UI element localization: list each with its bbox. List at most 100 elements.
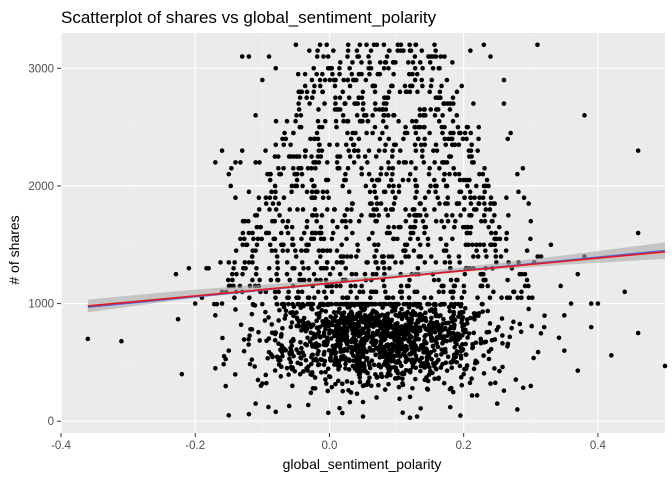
data-point bbox=[422, 207, 427, 212]
data-point bbox=[384, 374, 390, 379]
data-point bbox=[385, 311, 391, 317]
data-point bbox=[221, 361, 226, 367]
data-point bbox=[266, 315, 271, 320]
data-point bbox=[326, 195, 331, 201]
data-point bbox=[314, 260, 320, 265]
data-point bbox=[359, 165, 364, 171]
data-point bbox=[426, 354, 432, 360]
data-point bbox=[447, 308, 453, 314]
data-point bbox=[357, 118, 363, 124]
data-point bbox=[275, 260, 280, 265]
data-point bbox=[486, 356, 492, 362]
data-point bbox=[373, 309, 379, 315]
data-point bbox=[377, 320, 382, 326]
data-point bbox=[372, 189, 378, 195]
data-point bbox=[437, 165, 442, 171]
data-point bbox=[418, 368, 423, 374]
data-point bbox=[391, 353, 397, 359]
data-point bbox=[348, 283, 354, 289]
data-point bbox=[476, 201, 482, 206]
data-point bbox=[389, 254, 395, 259]
data-point bbox=[437, 89, 443, 95]
data-point bbox=[367, 375, 372, 380]
data-point bbox=[483, 248, 488, 253]
data-point bbox=[309, 213, 315, 218]
data-point bbox=[272, 183, 278, 189]
data-point bbox=[425, 327, 431, 333]
data-point bbox=[458, 213, 463, 218]
data-point bbox=[305, 364, 311, 369]
data-point bbox=[299, 260, 305, 265]
data-point bbox=[226, 413, 232, 418]
data-point bbox=[376, 363, 381, 369]
data-point bbox=[340, 183, 345, 189]
data-point bbox=[398, 148, 403, 153]
data-point bbox=[465, 183, 470, 189]
data-point bbox=[520, 385, 526, 391]
data-point bbox=[492, 366, 497, 371]
data-point bbox=[329, 384, 335, 390]
data-point bbox=[360, 89, 366, 95]
data-point bbox=[499, 295, 504, 301]
data-point bbox=[333, 323, 339, 329]
data-point bbox=[267, 207, 272, 212]
data-point bbox=[309, 189, 315, 195]
data-point bbox=[364, 382, 370, 388]
data-point bbox=[336, 339, 342, 344]
data-point bbox=[418, 305, 424, 311]
data-point bbox=[333, 381, 338, 387]
data-point bbox=[270, 201, 276, 206]
data-point bbox=[263, 195, 269, 201]
data-point bbox=[397, 360, 403, 366]
data-point bbox=[505, 277, 510, 283]
data-point bbox=[321, 54, 326, 59]
data-point bbox=[305, 320, 311, 325]
data-point bbox=[463, 352, 469, 357]
data-point bbox=[363, 77, 369, 83]
data-point bbox=[302, 71, 308, 77]
data-point bbox=[332, 83, 338, 89]
data-point bbox=[353, 271, 359, 277]
data-point bbox=[356, 355, 362, 361]
data-point bbox=[376, 382, 381, 388]
data-point bbox=[435, 195, 441, 201]
data-point bbox=[412, 349, 417, 355]
data-point bbox=[491, 201, 496, 206]
data-point bbox=[486, 224, 491, 230]
data-point bbox=[457, 333, 462, 339]
data-point bbox=[192, 301, 198, 306]
data-point bbox=[463, 327, 468, 333]
data-point bbox=[414, 414, 420, 419]
data-point bbox=[417, 107, 423, 112]
data-point bbox=[432, 113, 438, 118]
data-point bbox=[356, 136, 362, 142]
data-point bbox=[351, 77, 357, 83]
data-point bbox=[322, 101, 327, 106]
data-point bbox=[284, 224, 289, 230]
data-point bbox=[372, 83, 378, 89]
data-point bbox=[320, 195, 326, 201]
data-point bbox=[349, 380, 355, 386]
data-point bbox=[357, 375, 363, 380]
data-point bbox=[458, 375, 464, 380]
data-point bbox=[290, 236, 295, 242]
data-point bbox=[433, 313, 439, 319]
data-point bbox=[366, 171, 372, 177]
confidence-band bbox=[87, 242, 666, 313]
data-point bbox=[325, 366, 331, 372]
data-point bbox=[326, 348, 332, 353]
data-point bbox=[393, 301, 399, 307]
data-point bbox=[388, 207, 394, 212]
data-point bbox=[243, 242, 249, 248]
data-point bbox=[313, 230, 318, 236]
data-point bbox=[562, 313, 567, 318]
data-point bbox=[308, 390, 314, 396]
data-point bbox=[433, 95, 439, 101]
data-point bbox=[385, 213, 391, 218]
data-point bbox=[492, 213, 497, 218]
data-point bbox=[462, 130, 468, 136]
data-point bbox=[269, 322, 275, 327]
data-point bbox=[438, 54, 443, 59]
data-point bbox=[386, 183, 392, 189]
data-point bbox=[481, 213, 487, 218]
